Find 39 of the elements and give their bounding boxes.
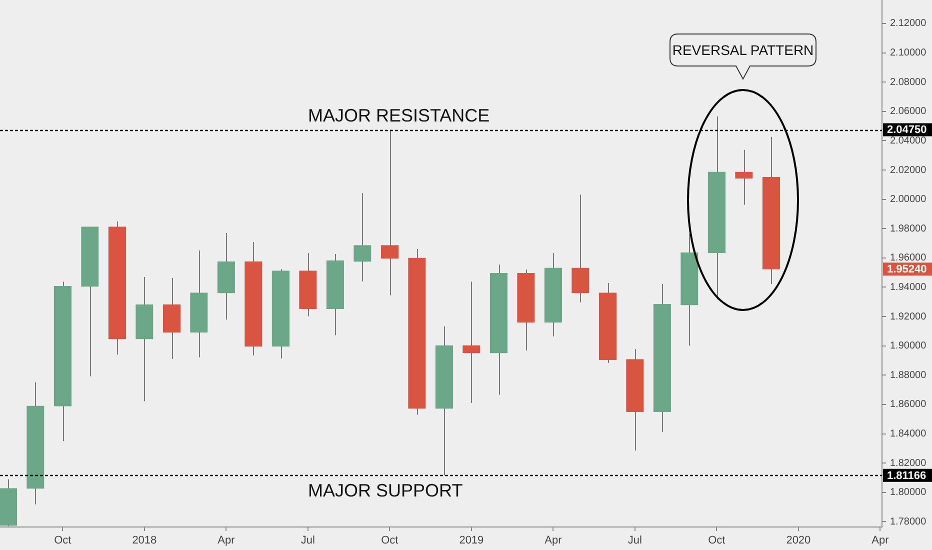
x-tick-label: Apr: [872, 534, 890, 547]
y-tick-label: 2.00000: [890, 194, 927, 206]
y-tick-label: 1.96000: [890, 252, 927, 264]
x-tick-label: 2019: [459, 534, 484, 547]
y-tick-label: 2.12000: [890, 18, 927, 30]
y-tick-label: 1.82000: [890, 458, 927, 469]
y-tick-label: 1.78000: [890, 516, 927, 528]
x-tick-label: Oct: [54, 534, 72, 547]
x-tick-label: 2020: [786, 534, 811, 547]
y-tick-label: 1.92000: [890, 311, 927, 322]
y-tick-label: 2.10000: [890, 48, 927, 59]
candlestick: [462, 281, 480, 404]
y-tick-label: 2.04000: [890, 135, 927, 146]
candlestick: [572, 194, 590, 303]
y-tick-label: 1.86000: [890, 399, 927, 410]
y-tick-label: 1.98000: [890, 223, 927, 234]
x-tick-label: 2018: [132, 534, 157, 547]
y-tick-label: 1.80000: [890, 487, 927, 498]
text: 2.04750: [887, 124, 927, 136]
x-tick-label: Jul: [300, 534, 315, 547]
annotation: REVERSAL PATTERN: [672, 42, 814, 58]
y-tick-label: 2.08000: [890, 76, 927, 88]
y-tick-label: 1.90000: [890, 340, 927, 352]
x-tick-label: Apr: [544, 534, 562, 547]
ref-line-label: MAJOR SUPPORT: [308, 480, 463, 500]
y-tick-label: 1.88000: [890, 370, 927, 381]
candlestick: [380, 129, 399, 296]
candlestick: [735, 149, 753, 206]
y-tick-label: 2.02000: [890, 164, 927, 176]
x-tick-label: Apr: [218, 534, 236, 547]
ref-line-label: MAJOR RESISTANCE: [308, 105, 490, 126]
x-tick-label: Oct: [708, 534, 726, 547]
y-tick-label: 1.94000: [890, 282, 927, 293]
x-tick-label: Oct: [381, 534, 398, 547]
x-tick-label: Jul: [628, 534, 642, 547]
text: 1.81166: [887, 470, 926, 482]
y-tick-label: 1.84000: [890, 428, 927, 440]
y-tick-label: 2.06000: [890, 106, 927, 118]
text: 1.95240: [887, 264, 927, 276]
